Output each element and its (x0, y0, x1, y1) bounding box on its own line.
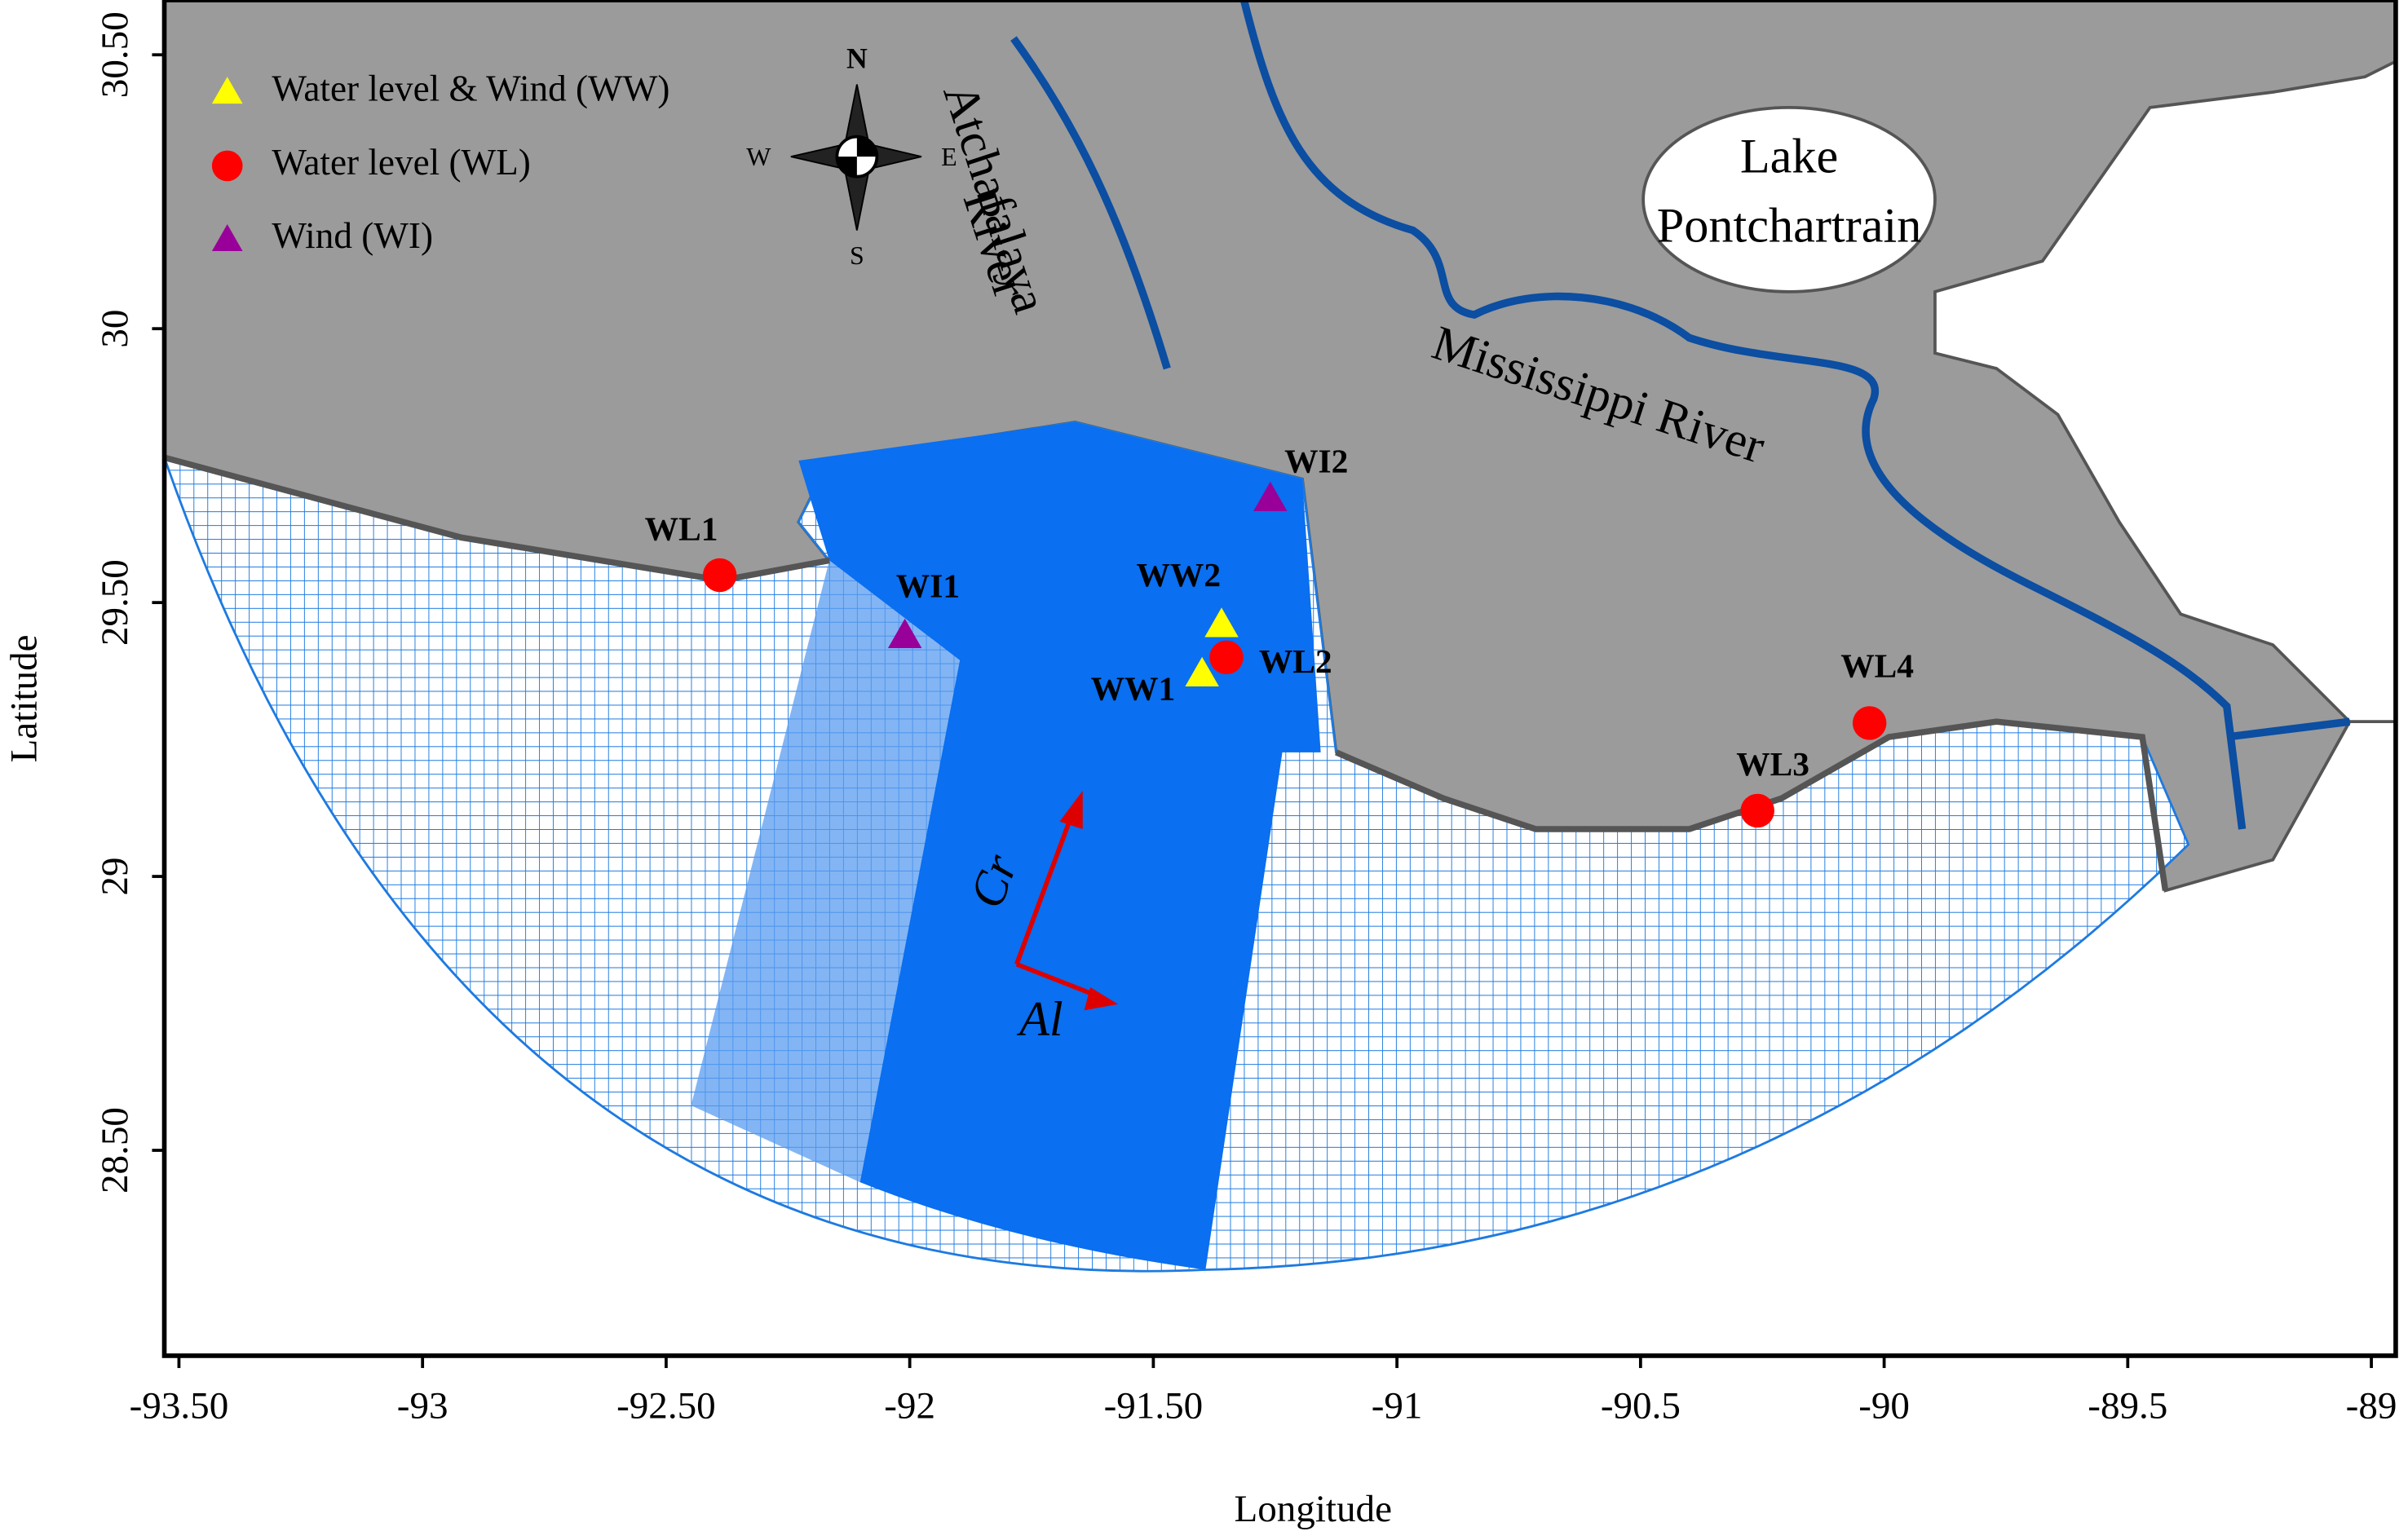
compass: N E S W (746, 42, 957, 270)
compass-e: E (941, 142, 957, 171)
y-tick-label: 29.50 (94, 559, 136, 646)
marker (1852, 706, 1887, 740)
mesh-medium (691, 560, 961, 1183)
lake (1641, 105, 1937, 293)
x-tick-label: -90 (1858, 1385, 1910, 1427)
lake-label: Pontchartrain (1657, 198, 1922, 253)
station-label: WL2 (1259, 642, 1332, 680)
y-axis-title: Latitude (3, 634, 46, 762)
station-label: WL1 (645, 510, 718, 547)
station-label: WW2 (1137, 556, 1222, 593)
coastline (164, 454, 2169, 891)
marker (887, 618, 922, 648)
station-label: WL3 (1736, 745, 1809, 783)
map-layer: -93.50 -93 -92.50 -92 -91.50 -91 -90.5 -90 -89.5… (94, 11, 2397, 1427)
marker (1209, 640, 1244, 675)
x-tick-label: -92 (884, 1385, 935, 1427)
plot-frame (161, 0, 2398, 1358)
y-tick-label: 30.50 (94, 11, 136, 98)
legend-label: Wind (WI) (272, 215, 433, 256)
x-tick-label: -89 (2346, 1385, 2397, 1427)
y-tick-label: 30 (94, 310, 136, 348)
x-tick-label: -93.50 (130, 1385, 229, 1427)
marker (1185, 656, 1219, 687)
marker (1740, 793, 1774, 828)
lake-label: Lake (1740, 130, 1838, 184)
marker (702, 558, 737, 593)
x-tick-label: -89.5 (2088, 1385, 2167, 1427)
compass-n: N (846, 42, 868, 75)
station-label: WW1 (1091, 670, 1176, 708)
station-label: WL4 (1840, 647, 1914, 685)
legend-label: Water level & Wind (WW) (272, 68, 669, 108)
x-tick-label: -91 (1372, 1385, 1423, 1427)
station-label: WI1 (896, 567, 960, 604)
marker (1253, 481, 1288, 511)
along-label: Al (1016, 992, 1063, 1047)
marker (211, 223, 243, 251)
legend-label: Water level (WL) (272, 142, 531, 183)
marker (211, 77, 243, 104)
x-axis-title: Longitude (1234, 1488, 1392, 1530)
marker (211, 150, 243, 182)
x-tick-label: -90.5 (1601, 1385, 1681, 1427)
station-label: WI2 (1284, 443, 1348, 480)
x-tick-label: -91.50 (1104, 1385, 1204, 1427)
y-tick-label: 29 (94, 858, 136, 896)
x-tick-label: -92.50 (616, 1385, 716, 1427)
y-tick-label: 28.50 (94, 1107, 136, 1194)
marker (1204, 607, 1239, 638)
compass-s: S (850, 240, 864, 270)
x-tick-label: -93 (397, 1385, 448, 1427)
compass-w: W (746, 142, 771, 171)
river (1010, 0, 2351, 830)
map-body (164, 0, 2396, 1273)
